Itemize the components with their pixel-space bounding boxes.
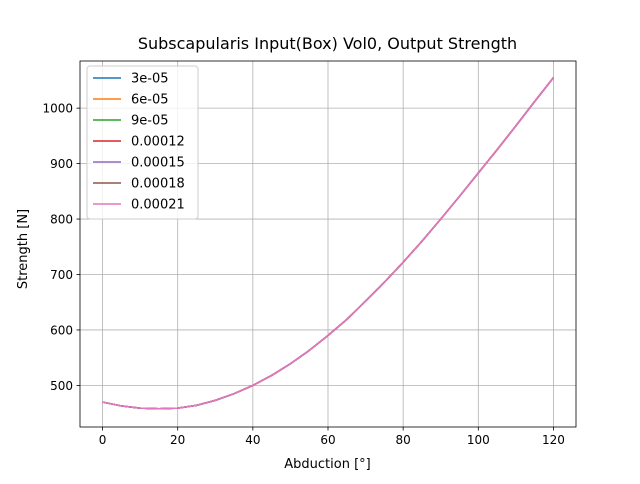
x-tick-label: 20 — [170, 433, 185, 447]
x-tick-label: 120 — [542, 433, 565, 447]
y-tick-label: 1000 — [42, 102, 73, 116]
axis-ticks: 0 20 40 60 80 100 120 500 600 700 800 900 1000 — [42, 102, 564, 447]
y-axis-label: Strength [N] — [16, 209, 31, 289]
y-tick-label: 900 — [50, 157, 73, 171]
legend-label: 6e-05 — [131, 93, 169, 108]
legend-box — [86, 65, 199, 220]
y-tick-label: 700 — [50, 268, 73, 282]
x-tick-label: 0 — [99, 433, 107, 447]
legend-label: 9e-05 — [131, 114, 169, 129]
legend-label: 0.00018 — [131, 177, 185, 192]
chart-title: Subscapularis Input(Box) Vol0, Output St… — [138, 34, 517, 53]
legend-label: 0.00021 — [131, 198, 185, 213]
y-tick-label: 500 — [50, 379, 73, 393]
y-tick-label: 800 — [50, 213, 73, 227]
legend-label: 3e-05 — [131, 72, 169, 87]
legend-label: 0.00015 — [131, 156, 185, 171]
legend: 3e-05 6e-05 9e-05 0.00012 0.00015 0.00018 0.00… — [86, 65, 199, 220]
x-tick-label: 60 — [320, 433, 335, 447]
legend-label: 0.00012 — [131, 135, 185, 150]
y-tick-label: 600 — [50, 323, 73, 337]
grid — [80, 61, 576, 427]
series-lines — [102, 77, 555, 410]
series-line — [102, 77, 555, 410]
x-tick-label: 100 — [467, 433, 490, 447]
x-axis-label: Abduction [°] — [284, 457, 370, 472]
x-tick-label: 80 — [396, 433, 411, 447]
x-tick-label: 40 — [245, 433, 260, 447]
